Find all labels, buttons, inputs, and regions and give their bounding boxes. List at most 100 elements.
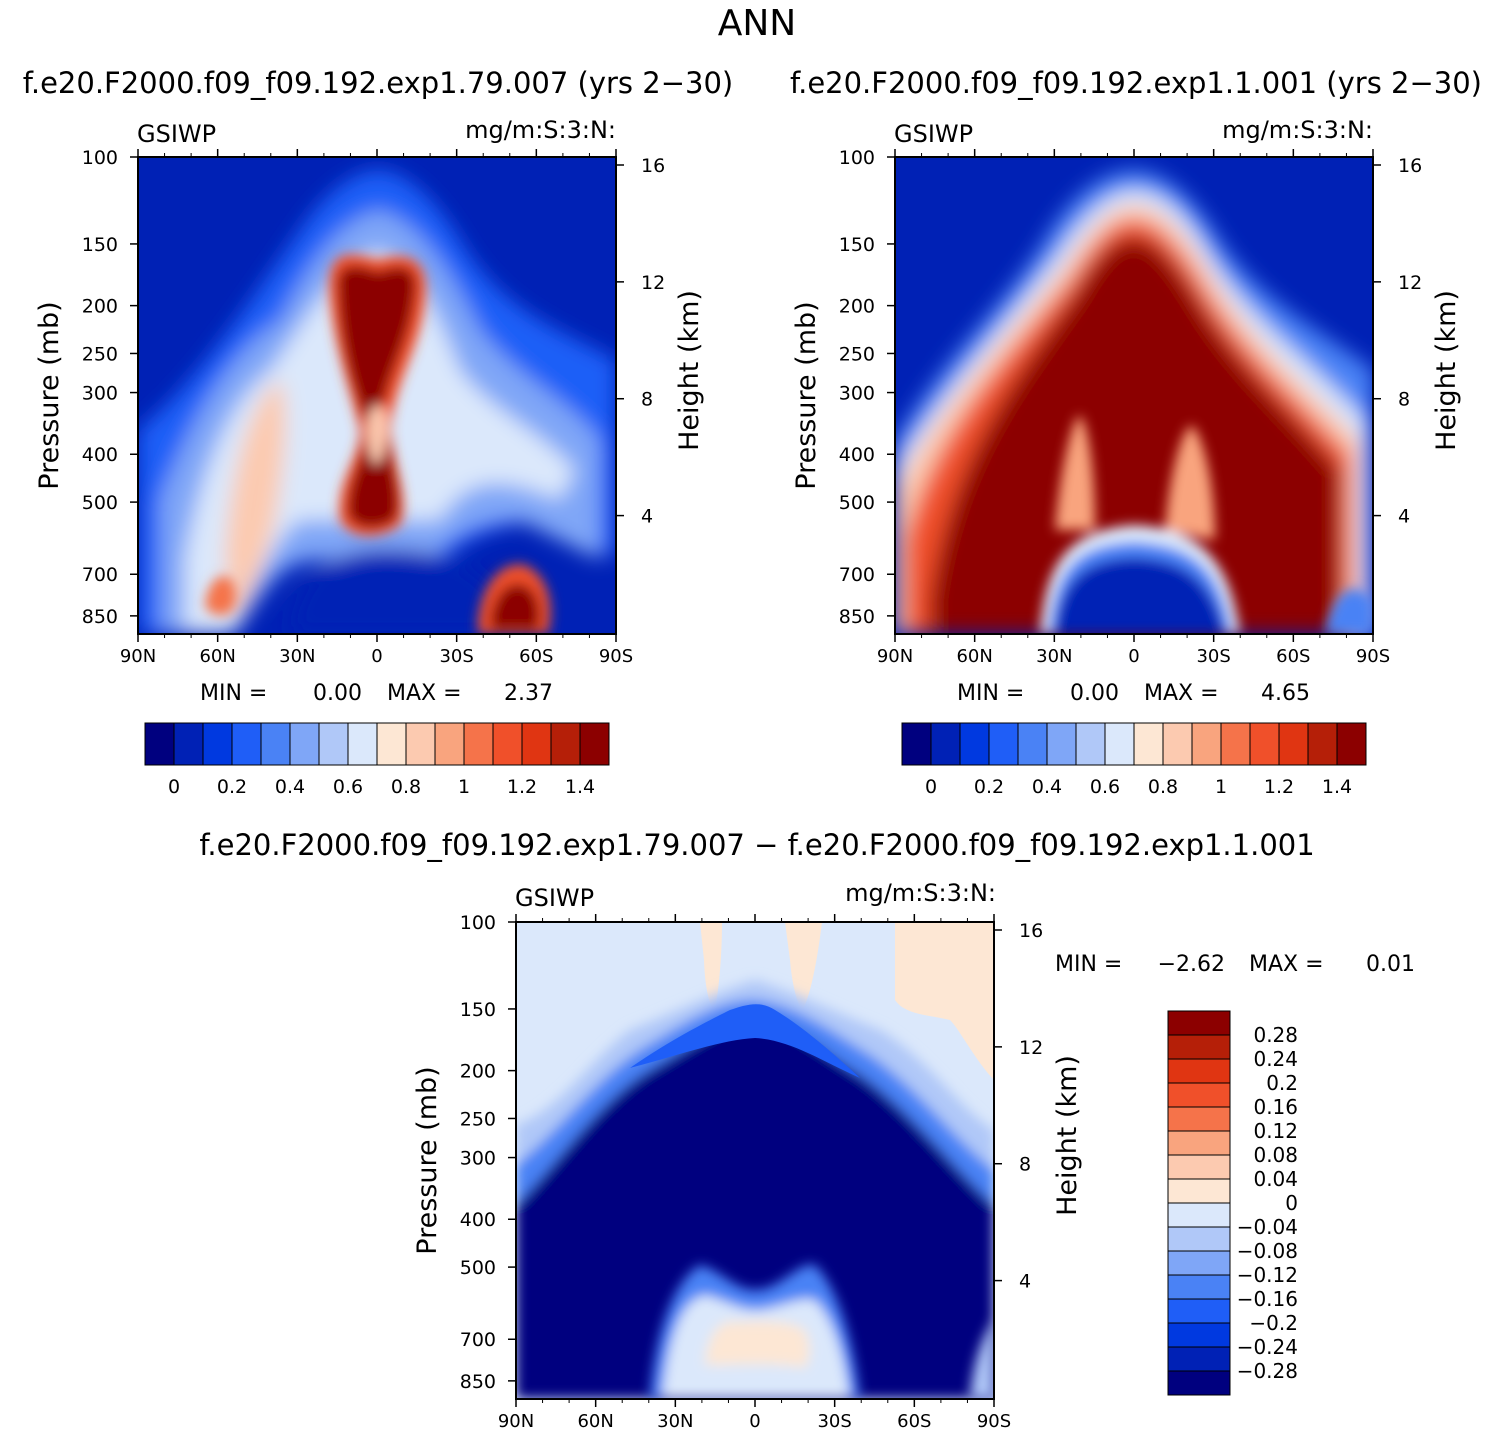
p2-y-tick-label: 700 (839, 564, 875, 586)
p1-colorbar-swatch (173, 722, 204, 766)
p3-colorbar-swatch (1167, 1226, 1231, 1252)
p2-colorbar-swatch (1249, 722, 1280, 766)
panel-3-colorbar: 0.280.240.20.160.120.080.040−0.04−0.08−0… (1167, 1010, 1298, 1396)
p3-colorbar-swatch (1167, 1370, 1231, 1396)
p3-y-tick-label: 150 (460, 999, 496, 1021)
p2-colorbar-swatch (1278, 722, 1309, 766)
panel-3-contour-field (516, 922, 994, 1399)
p2-y-axis-title: Pressure (mb) (791, 301, 822, 489)
panel-3-min-value: −2.62 (1158, 952, 1225, 977)
p3-colorbar-label: −0.24 (1237, 1335, 1298, 1359)
p3-colorbar-label: 0.04 (1253, 1167, 1298, 1191)
p2-layer-lower-deepblue (1055, 558, 1225, 634)
p2-y-tick-label: 300 (839, 383, 875, 405)
p2-colorbar-swatch (1162, 722, 1193, 766)
p1-x-tick-label: 0 (371, 646, 382, 667)
p1-y-tick-label: 300 (82, 383, 118, 405)
p1-colorbar-swatch (521, 722, 552, 766)
panel-2-min-text: MIN = (957, 681, 1024, 706)
p2-colorbar-swatch (901, 722, 932, 766)
p1-y-axis-title: Pressure (mb) (34, 301, 65, 489)
p2-colorbar-label: 0.6 (1090, 776, 1120, 798)
panel-3-variable-label: GSIWP (515, 884, 594, 912)
panel-3-min-text: MIN = (1055, 952, 1122, 977)
p3-y-axis-title: Pressure (mb) (412, 1066, 443, 1254)
panel-1-max-value: 2.37 (504, 681, 553, 706)
panel-2-max-text: MAX = (1144, 681, 1219, 706)
p2-layer-darkred (930, 238, 1340, 634)
p3-colorbar-swatch (1167, 1202, 1231, 1228)
p1-layer-nh-blob-orange (205, 576, 237, 616)
p1-x-tick-label: 60S (519, 646, 553, 667)
panel-1-contour-field (138, 157, 616, 634)
p2-layer-cut-pink-right (1165, 425, 1215, 540)
p1-colorbar-label: 0.8 (391, 776, 421, 798)
panel-3-title: f.e20.F2000.f09_f09.192.exp1.79.007 − f.… (199, 828, 1314, 862)
p2-colorbar-label: 1.4 (1322, 776, 1352, 798)
p3-colorbar-swatch (1167, 1154, 1231, 1180)
panel-1-title: f.e20.F2000.f09_f09.192.exp1.79.007 (yrs… (23, 66, 733, 100)
p2-colorbar-label: 1.2 (1264, 776, 1294, 798)
panel-2-variable-label: GSIWP (894, 120, 973, 148)
p2-colorbar-swatch (1191, 722, 1222, 766)
p3-colorbar-label: 0.08 (1253, 1143, 1298, 1167)
p3-y-tick-label: 700 (460, 1329, 496, 1351)
p1-colorbar-swatch (231, 722, 262, 766)
p3-x-tick-label: 60S (897, 1411, 931, 1432)
p3-colorbar-label: −0.16 (1237, 1287, 1298, 1311)
p2-colorbar-label: 0 (925, 776, 937, 798)
p2-y-tick-label: 250 (839, 343, 875, 365)
p1-y-tick-label: 150 (82, 234, 118, 256)
p1-x-tick-label: 90N (120, 646, 156, 667)
p2-y2-axis-title: Height (km) (1431, 290, 1462, 451)
p1-colorbar-swatch (144, 722, 175, 766)
p3-colorbar-swatch (1167, 1010, 1231, 1036)
p2-y-tick-label: 500 (839, 492, 875, 514)
p3-colorbar-swatch (1167, 1058, 1231, 1084)
panel-1: f.e20.F2000.f09_f09.192.exp1.79.007 (yrs… (23, 66, 733, 798)
p3-layer-peach-top-right (895, 922, 994, 1080)
panel-3-axes: 90N 60N 30N 0 30S 60S 90S 100 150 200 250 300 400 500… (412, 912, 1083, 1432)
p3-x-tick-label: 90S (977, 1411, 1011, 1432)
p2-y-tick-label: 400 (839, 444, 875, 466)
p1-x-tick-label: 30S (439, 646, 473, 667)
p3-colorbar-label: 0.28 (1253, 1023, 1298, 1047)
p1-y2-axis-title: Height (km) (674, 290, 705, 451)
p2-colorbar-label: 0.2 (974, 776, 1004, 798)
p1-layer-cap-pink-center (367, 405, 387, 465)
p3-colorbar-swatch (1167, 1298, 1231, 1324)
p1-y-tick-label: 200 (82, 296, 118, 318)
p2-x-tick-label: 30N (1036, 646, 1072, 667)
p3-layer-peach-top-left (700, 922, 722, 1010)
panel-1-axes: 90N 60N 30N 0 30S 60S 90S 100 150 200 250 300 400 500… (34, 147, 705, 667)
p2-colorbar-swatch (1307, 722, 1338, 766)
p1-colorbar-label: 1.2 (507, 776, 537, 798)
p2-layer-right-edge-blue (1325, 589, 1373, 634)
p2-y2-tick-label: 4 (1398, 506, 1410, 528)
panel-2-axes: 90N 60N 30N 0 30S 60S 90S 100 150 200 250 300 400 500… (791, 147, 1462, 667)
p3-colorbar-label: 0 (1285, 1191, 1298, 1215)
p1-y2-tick-label: 4 (641, 506, 653, 528)
p1-colorbar-swatch (463, 722, 494, 766)
p2-colorbar-swatch (1017, 722, 1048, 766)
p2-colorbar-swatch (1104, 722, 1135, 766)
p1-y-tick-label: 250 (82, 343, 118, 365)
panel-1-variable-label: GSIWP (137, 120, 216, 148)
p1-y-tick-label: 100 (82, 147, 118, 169)
p1-y-tick-label: 400 (82, 444, 118, 466)
panel-2-colorbar: 0 0.2 0.4 0.6 0.8 1 1.2 1.4 (901, 722, 1367, 798)
p2-colorbar-swatch (930, 722, 961, 766)
p2-layer-cut-pink-left (1055, 415, 1095, 530)
p3-y-tick-label: 300 (460, 1148, 496, 1170)
p1-layer-sh-blob-darkred (490, 583, 540, 630)
panel-1-min-text: MIN = (200, 681, 267, 706)
p1-colorbar-swatch (260, 722, 291, 766)
p1-colorbar-label: 0.6 (333, 776, 363, 798)
p3-colorbar-label: 0.16 (1253, 1095, 1298, 1119)
p3-layer-deep-blue (516, 1020, 994, 1399)
p3-colorbar-swatch (1167, 1346, 1231, 1372)
p3-colorbar-label: 0.12 (1253, 1119, 1298, 1143)
figure-title: ANN (718, 3, 797, 44)
panel-1-colorbar: 0 0.2 0.4 0.6 0.8 1 1.2 1.4 (144, 722, 610, 798)
